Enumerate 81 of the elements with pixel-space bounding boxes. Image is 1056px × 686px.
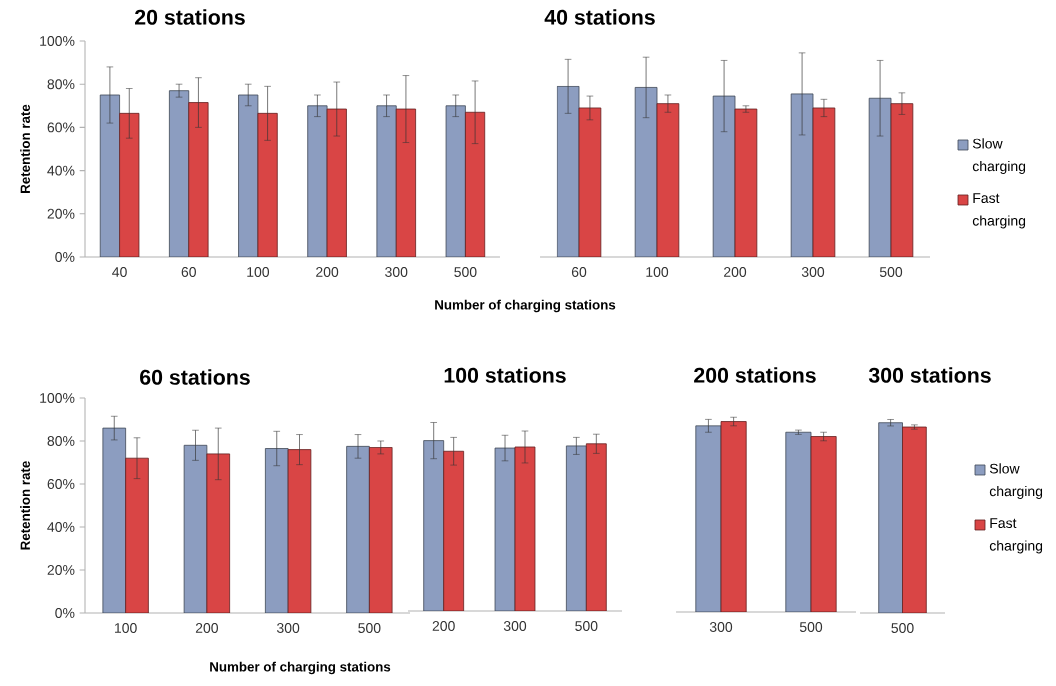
chart-title: 300 stations — [868, 367, 991, 383]
x-tick-label: 100 — [115, 623, 137, 633]
bar — [264, 448, 289, 613]
x-tick-label: 100 — [247, 267, 270, 277]
bar — [395, 108, 417, 257]
legend-label: Fast charging — [972, 193, 1026, 229]
chart-title: 100 stations — [444, 367, 566, 383]
y-axis-title: Retention rate — [20, 461, 30, 550]
bar — [810, 436, 837, 612]
legend-label: Slow charging — [972, 138, 1026, 174]
bar — [125, 457, 149, 613]
x-tick-label: 500 — [575, 621, 598, 631]
bar — [785, 431, 812, 612]
x-tick-label: 300 — [385, 267, 408, 277]
bar — [556, 85, 580, 257]
chart-title: 40 stations — [544, 9, 655, 25]
bar — [119, 112, 140, 257]
bar — [712, 95, 736, 257]
y-tick-label: 20% — [47, 208, 75, 219]
bar — [326, 108, 347, 257]
legend-label: Slow charging — [989, 463, 1043, 499]
bar — [790, 93, 814, 257]
bar — [578, 107, 602, 257]
y-tick-label: 60% — [47, 122, 75, 133]
bar — [445, 105, 466, 257]
chart-title: 200 stations — [694, 367, 816, 383]
bar — [734, 108, 758, 257]
x-tick-label: 500 — [799, 622, 823, 632]
x-tick-label: 300 — [801, 267, 825, 277]
x-tick-label: 60 — [571, 267, 587, 277]
x-tick-label: 200 — [432, 621, 455, 631]
bar — [890, 103, 914, 257]
bar — [656, 103, 680, 257]
bar — [102, 427, 127, 613]
x-tick-label: 300 — [276, 623, 300, 633]
x-tick-label: 300 — [709, 622, 733, 632]
y-tick-label: 40% — [47, 522, 75, 532]
bar — [206, 453, 231, 613]
y-tick-label: 0% — [55, 608, 75, 618]
y-tick-label: 80% — [47, 79, 75, 90]
x-axis-title: Number of charging stations — [210, 661, 391, 675]
y-tick-label: 100% — [40, 393, 75, 403]
y-tick-label: 20% — [47, 565, 75, 575]
x-axis-title: Number of charging stations — [435, 299, 616, 313]
x-tick-label: 200 — [195, 623, 218, 633]
x-tick-label: 40 — [112, 267, 127, 277]
y-axis-title: Retention rate — [20, 104, 30, 193]
bar — [695, 425, 722, 612]
x-tick-label: 500 — [454, 267, 477, 277]
legend-label: Fast charging — [989, 518, 1043, 554]
bar — [376, 105, 397, 257]
bar — [238, 94, 259, 257]
y-tick-label: 40% — [47, 165, 75, 176]
x-tick-label: 500 — [879, 267, 903, 277]
x-tick-label: 500 — [358, 623, 381, 633]
bar — [812, 107, 836, 257]
bar — [257, 112, 278, 257]
bar — [183, 444, 208, 613]
bar — [188, 102, 209, 257]
y-tick-label: 100% — [40, 36, 75, 46]
bar — [287, 449, 312, 613]
bar — [307, 105, 328, 257]
chart-title: 60 stations — [140, 369, 250, 385]
bar — [465, 111, 486, 257]
bar — [720, 421, 747, 612]
x-tick-label: 300 — [503, 621, 527, 631]
x-tick-label: 100 — [646, 267, 669, 277]
bar — [99, 94, 120, 257]
bar — [868, 97, 892, 257]
x-tick-label: 60 — [181, 267, 196, 277]
bar — [368, 447, 393, 613]
x-tick-label: 500 — [891, 623, 914, 633]
x-tick-label: 200 — [316, 267, 339, 277]
bar — [634, 87, 658, 257]
y-tick-label: 80% — [47, 436, 75, 446]
bar — [168, 90, 190, 257]
chart-title: 20 stations — [135, 9, 245, 25]
x-tick-label: 200 — [724, 267, 747, 277]
bar — [346, 445, 370, 613]
y-tick-label: 60% — [47, 479, 75, 489]
y-tick-label: 0% — [55, 252, 75, 262]
